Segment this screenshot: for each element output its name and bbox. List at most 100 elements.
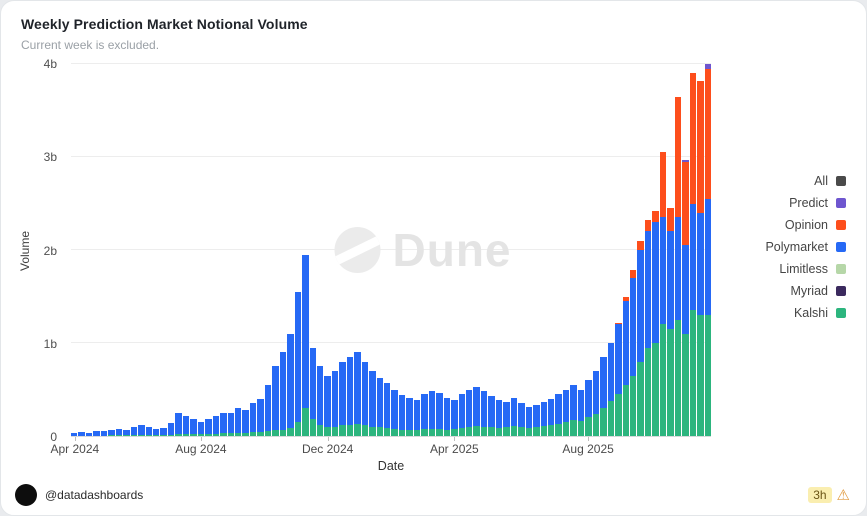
bar[interactable] [227, 64, 234, 436]
bar[interactable] [376, 64, 384, 436]
bar[interactable] [398, 64, 406, 436]
legend-item-predict[interactable]: Predict [789, 196, 846, 210]
legend-item-myriad[interactable]: Myriad [790, 284, 846, 298]
bar[interactable] [495, 64, 503, 436]
bar[interactable] [85, 64, 93, 436]
author-handle: @datadashboards [45, 488, 144, 502]
bar[interactable] [518, 64, 525, 436]
bar[interactable] [629, 64, 637, 436]
bar[interactable] [644, 64, 652, 436]
author-link[interactable]: @datadashboards [15, 484, 143, 506]
bar[interactable] [205, 64, 212, 436]
bar[interactable] [190, 64, 197, 436]
data-freshness[interactable]: 3h ⚠ [808, 487, 850, 503]
bar[interactable] [659, 64, 667, 436]
bar[interactable] [562, 64, 570, 436]
bar[interactable] [391, 64, 398, 436]
bar[interactable] [607, 64, 615, 436]
bar[interactable] [316, 64, 324, 436]
bar[interactable] [585, 64, 592, 436]
bar[interactable] [361, 64, 369, 436]
bar[interactable] [78, 64, 85, 436]
bar[interactable] [234, 64, 242, 436]
bar[interactable] [249, 64, 257, 436]
x-axis-title: Date [377, 459, 405, 473]
bar[interactable] [600, 64, 607, 436]
bar[interactable] [302, 64, 309, 436]
bar[interactable] [108, 64, 115, 436]
bar[interactable] [160, 64, 167, 436]
bar[interactable] [689, 64, 697, 436]
bar[interactable] [406, 64, 413, 436]
bar[interactable] [533, 64, 540, 436]
bar[interactable] [525, 64, 533, 436]
bar[interactable] [421, 64, 428, 436]
bar[interactable] [384, 64, 391, 436]
bar[interactable] [182, 64, 190, 436]
bar[interactable] [138, 64, 145, 436]
bar[interactable] [548, 64, 555, 436]
plot-wrapper: 0 1b 2b 3b 4b Dune [35, 57, 711, 444]
bar[interactable] [71, 64, 78, 436]
bar[interactable] [197, 64, 205, 436]
bar[interactable] [622, 64, 629, 436]
bar[interactable] [167, 64, 175, 436]
legend-item-kalshi[interactable]: Kalshi [794, 306, 846, 320]
bar[interactable] [93, 64, 100, 436]
bar[interactable] [674, 64, 682, 436]
bar[interactable] [503, 64, 510, 436]
bar[interactable] [130, 64, 138, 436]
bar[interactable] [570, 64, 577, 436]
bar[interactable] [339, 64, 346, 436]
bar[interactable] [309, 64, 316, 436]
bar[interactable] [115, 64, 123, 436]
bar[interactable] [264, 64, 272, 436]
bar[interactable] [540, 64, 547, 436]
bar[interactable] [458, 64, 466, 436]
bar[interactable] [667, 64, 674, 436]
bar[interactable] [577, 64, 585, 436]
bar[interactable] [637, 64, 644, 436]
bar[interactable] [100, 64, 108, 436]
bar[interactable] [145, 64, 152, 436]
legend-item-polymarket[interactable]: Polymarket [765, 240, 846, 254]
bar[interactable] [287, 64, 294, 436]
bar[interactable] [212, 64, 220, 436]
legend-item-opinion[interactable]: Opinion [785, 218, 846, 232]
bar[interactable] [279, 64, 287, 436]
bar[interactable] [324, 64, 331, 436]
bar[interactable] [272, 64, 279, 436]
bar[interactable] [242, 64, 249, 436]
bar[interactable] [175, 64, 182, 436]
bar[interactable] [413, 64, 421, 436]
bar[interactable] [152, 64, 160, 436]
legend-item-limitless[interactable]: Limitless [779, 262, 846, 276]
bar[interactable] [488, 64, 495, 436]
bar[interactable] [428, 64, 436, 436]
bar[interactable] [682, 64, 689, 436]
bar[interactable] [331, 64, 339, 436]
bars [71, 64, 711, 436]
bar[interactable] [652, 64, 659, 436]
bar[interactable] [123, 64, 130, 436]
bar[interactable] [704, 64, 711, 436]
bar[interactable] [369, 64, 376, 436]
bar[interactable] [220, 64, 227, 436]
bar[interactable] [257, 64, 264, 436]
legend-swatch [836, 285, 846, 296]
bar[interactable] [473, 64, 480, 436]
bar[interactable] [466, 64, 473, 436]
legend-item-all[interactable]: All [814, 174, 846, 188]
bar[interactable] [555, 64, 562, 436]
bar[interactable] [451, 64, 458, 436]
bar[interactable] [510, 64, 518, 436]
bar[interactable] [615, 64, 622, 436]
bar[interactable] [294, 64, 302, 436]
bar[interactable] [346, 64, 354, 436]
bar[interactable] [592, 64, 600, 436]
bar[interactable] [354, 64, 361, 436]
bar[interactable] [697, 64, 704, 436]
bar[interactable] [480, 64, 488, 436]
bar[interactable] [436, 64, 443, 436]
bar[interactable] [443, 64, 451, 436]
